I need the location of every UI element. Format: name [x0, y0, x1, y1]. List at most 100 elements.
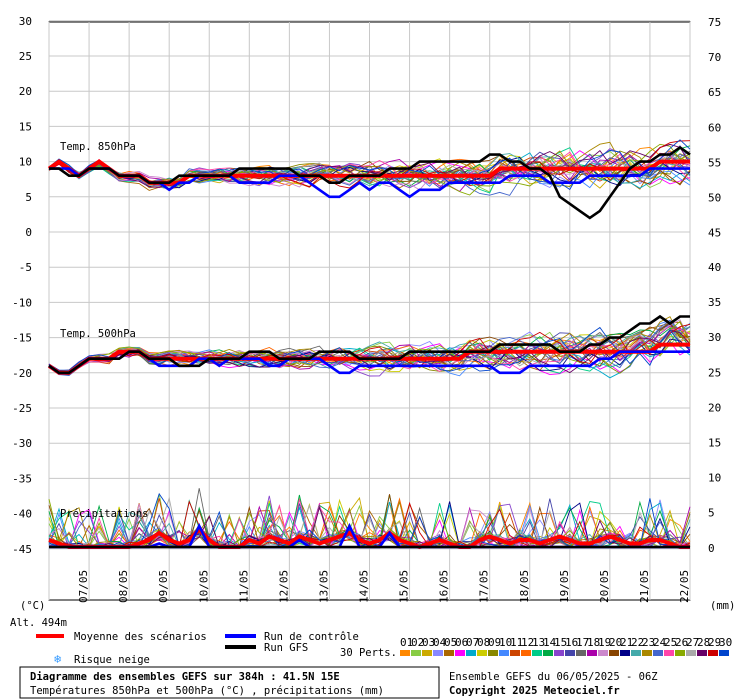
member-color-swatch	[488, 650, 498, 656]
left-tick-label: -45	[12, 543, 32, 556]
member-number-label: 03	[422, 636, 435, 649]
right-tick-label: 5	[708, 507, 715, 520]
right-tick-label: 75	[708, 16, 721, 29]
member-number-label: 22	[631, 636, 644, 649]
x-tick-label: 08/05	[117, 570, 130, 603]
member-color-swatch	[466, 650, 476, 656]
member-color-swatch	[719, 650, 729, 656]
snow-icon: ❄	[54, 652, 61, 666]
legend-gfs-label: Run GFS	[264, 642, 308, 654]
left-tick-label: 25	[19, 50, 32, 63]
left-tick-label: -35	[12, 472, 32, 485]
member-number-label: 26	[675, 636, 688, 649]
right-tick-label: 20	[708, 401, 721, 414]
member-number-label: 21	[620, 636, 633, 649]
member-number-label: 02	[411, 636, 424, 649]
member-number-label: 06	[455, 636, 468, 649]
member-color-swatch	[477, 650, 487, 656]
x-tick-label: 14/05	[358, 570, 371, 603]
member-number-label: 09	[488, 636, 501, 649]
member-line-precip	[48, 497, 691, 549]
member-color-swatch	[554, 650, 564, 656]
series-line-t500	[48, 350, 690, 375]
right-tick-label: 45	[708, 227, 721, 240]
x-tick-label: 20/05	[598, 570, 611, 603]
series-line-t850	[49, 145, 691, 220]
x-tick-label: 22/05	[678, 570, 691, 603]
member-number-label: 25	[664, 636, 677, 649]
right-tick-label: 15	[708, 437, 721, 450]
x-tick-label: 19/05	[558, 570, 571, 603]
left-unit-label: (°C)	[20, 600, 45, 612]
x-tick-label: 17/05	[478, 570, 491, 603]
axes: 302520151050-5-10-15-20-25-30-35-40-4575…	[12, 15, 721, 603]
panel-label-t500: Temp. 500hPa	[60, 328, 136, 340]
member-number-label: 30	[719, 636, 732, 649]
member-color-swatch	[411, 650, 421, 656]
right-tick-label: 40	[708, 261, 721, 274]
member-color-swatch	[609, 650, 619, 656]
legend-perts-label: 30 Perts.	[340, 647, 397, 659]
left-tick-label: -25	[12, 402, 32, 415]
member-number-label: 07	[466, 636, 479, 649]
right-tick-label: 65	[708, 86, 721, 99]
member-number-label: 19	[598, 636, 611, 649]
member-number-label: 05	[444, 636, 457, 649]
member-color-swatch	[664, 650, 674, 656]
member-color-swatch	[587, 650, 597, 656]
member-color-swatch	[598, 650, 608, 656]
x-tick-label: 12/05	[277, 570, 290, 603]
left-tick-label: 20	[19, 85, 32, 98]
right-tick-label: 55	[708, 156, 721, 169]
legend-control-label: Run de contrôle	[264, 631, 359, 643]
member-number-label: 11	[510, 636, 523, 649]
left-tick-label: -20	[12, 367, 32, 380]
right-tick-label: 50	[708, 192, 721, 205]
member-color-swatch	[521, 650, 531, 656]
x-tick-label: 13/05	[317, 570, 330, 603]
right-tick-label: 10	[708, 472, 721, 485]
member-legend: 0102030405060708091011121314151617181920…	[400, 636, 732, 656]
gridlines	[48, 20, 691, 600]
copyright-label: Copyright 2025 Meteociel.fr	[449, 685, 620, 697]
member-color-swatch	[543, 650, 553, 656]
left-tick-label: -5	[19, 261, 32, 274]
left-tick-label: -15	[12, 332, 32, 345]
member-number-label: 28	[697, 636, 710, 649]
member-number-label: 27	[686, 636, 699, 649]
member-color-swatch	[686, 650, 696, 656]
member-color-swatch	[697, 650, 707, 656]
x-tick-label: 07/05	[77, 570, 90, 603]
right-unit-label: (mm)	[710, 600, 735, 612]
member-number-label: 17	[576, 636, 589, 649]
x-tick-label: 10/05	[197, 570, 210, 603]
member-number-label: 14	[543, 636, 557, 649]
left-tick-label: 15	[19, 120, 32, 133]
panel-label-precip: Précipitations	[60, 508, 149, 520]
member-color-swatch	[565, 650, 575, 656]
member-color-swatch	[576, 650, 586, 656]
member-color-swatch	[642, 650, 652, 656]
title-box	[19, 666, 440, 699]
left-tick-label: 10	[19, 156, 32, 169]
right-tick-label: 30	[708, 331, 721, 344]
right-tick-label: 70	[708, 51, 721, 64]
x-tick-label: 11/05	[237, 570, 250, 603]
member-number-label: 01	[400, 636, 413, 649]
member-number-label: 13	[532, 636, 545, 649]
member-color-swatch	[510, 650, 520, 656]
x-tick-label: 21/05	[638, 570, 651, 603]
series-line-precip	[48, 526, 690, 550]
member-number-label: 16	[565, 636, 578, 649]
legend-mean-label: Moyenne des scénarios	[74, 631, 207, 643]
left-tick-label: -40	[12, 508, 32, 521]
member-color-swatch	[444, 650, 454, 656]
member-color-swatch	[433, 650, 443, 656]
member-color-swatch	[455, 650, 465, 656]
left-tick-label: 5	[25, 191, 32, 204]
member-number-label: 04	[433, 636, 447, 649]
right-tick-label: 35	[708, 296, 721, 309]
x-tick-label: 18/05	[518, 570, 531, 603]
x-tick-label: 15/05	[398, 570, 411, 603]
